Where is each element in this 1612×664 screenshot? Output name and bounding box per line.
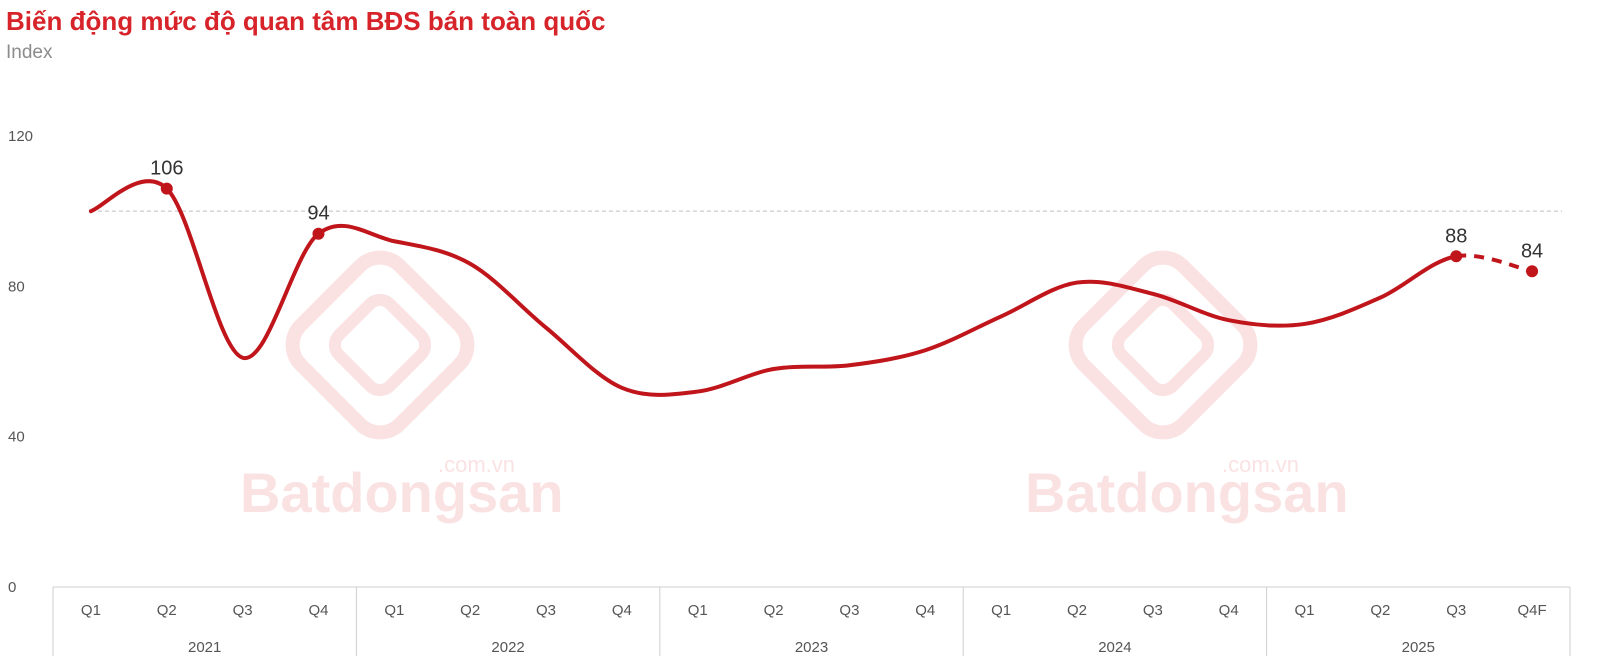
x-tick-label: Q4 (915, 602, 935, 619)
chart-subtitle: Index (6, 42, 53, 63)
year-label: 2025 (1402, 639, 1435, 656)
y-tick-label: 80 (8, 278, 25, 295)
watermark-logo-icon (1068, 250, 1258, 440)
data-point (160, 182, 173, 195)
year-label: 2023 (795, 639, 828, 656)
x-tick-label: Q1 (81, 602, 101, 619)
x-tick-label: Q2 (460, 602, 480, 619)
data-point (312, 227, 325, 240)
data-label: 88 (1445, 225, 1467, 247)
data-label: 106 (150, 158, 183, 180)
data-point (1450, 250, 1463, 263)
x-tick-label: Q4F (1517, 602, 1546, 619)
x-tick-label: Q4 (308, 602, 328, 619)
x-tick-label: Q2 (1370, 602, 1390, 619)
x-tick-label: Q1 (1295, 602, 1315, 619)
year-label: 2024 (1098, 639, 1131, 656)
x-tick-label: Q4 (612, 602, 632, 619)
watermark-brand: Batdongsan (1025, 461, 1349, 524)
x-tick-label: Q3 (536, 602, 556, 619)
x-tick-label: Q3 (839, 602, 859, 619)
watermark-layer: .com.vn Batdongsan .com.vn Batdongsan (240, 250, 1349, 524)
y-tick-label: 40 (8, 429, 25, 446)
watermark-logo-icon (285, 250, 475, 440)
x-tick-label: Q1 (688, 602, 708, 619)
x-tick-label: Q3 (1143, 602, 1163, 619)
x-tick-label: Q1 (991, 602, 1011, 619)
x-tick-label: Q2 (1067, 602, 1087, 619)
watermark-domain: .com.vn (438, 452, 515, 477)
year-label: 2021 (188, 639, 221, 656)
x-tick-label: Q3 (233, 602, 253, 619)
data-label: 84 (1521, 240, 1543, 262)
x-tick-label: Q2 (764, 602, 784, 619)
year-label: 2022 (491, 639, 524, 656)
data-label: 94 (307, 203, 329, 225)
watermark-brand: Batdongsan (240, 461, 564, 524)
series-line (88, 179, 1459, 397)
watermark-domain: .com.vn (1222, 452, 1299, 477)
x-tick-label: Q3 (1446, 602, 1466, 619)
data-point (1526, 265, 1539, 278)
chart-title: Biến động mức độ quan tâm BĐS bán toàn q… (6, 6, 606, 36)
y-tick-label: 0 (8, 579, 16, 596)
y-tick-label: 120 (8, 128, 33, 145)
x-tick-label: Q2 (157, 602, 177, 619)
x-tick-label: Q4 (1219, 602, 1239, 619)
x-tick-label: Q1 (384, 602, 404, 619)
